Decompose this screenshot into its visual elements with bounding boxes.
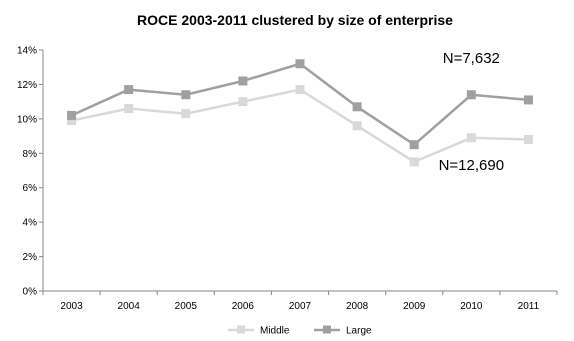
data-point-large bbox=[523, 95, 533, 105]
legend: Middle Large bbox=[228, 325, 372, 337]
y-tick-label: 10% bbox=[17, 114, 37, 125]
annotation-label: N=7,632 bbox=[443, 50, 500, 67]
legend-marker bbox=[323, 325, 331, 334]
annotation-layer: N=7,632 N=12,690 bbox=[439, 50, 504, 174]
x-tick-label: 2004 bbox=[118, 301, 141, 312]
data-point-middle bbox=[523, 135, 533, 145]
annotation-label: N=12,690 bbox=[439, 157, 504, 174]
y-tick-label: 4% bbox=[23, 218, 38, 229]
data-point-middle bbox=[238, 97, 248, 107]
x-tick-label: 2008 bbox=[346, 301, 369, 312]
x-tick-label: 2011 bbox=[518, 301, 540, 312]
data-point-large bbox=[124, 85, 134, 95]
legend-item-large: Large bbox=[314, 325, 372, 337]
data-point-large bbox=[352, 102, 362, 112]
x-tick-label: 2009 bbox=[403, 301, 426, 312]
y-tick-label: 6% bbox=[23, 183, 38, 194]
data-point-middle bbox=[295, 85, 305, 95]
x-tick-label: 2003 bbox=[60, 301, 83, 312]
data-point-large bbox=[181, 90, 191, 100]
data-point-middle bbox=[181, 109, 191, 119]
x-tick-label: 2007 bbox=[289, 301, 312, 312]
y-tick-label: 12% bbox=[17, 80, 37, 91]
series-large bbox=[67, 59, 533, 150]
data-point-middle bbox=[352, 121, 362, 131]
x-tick-label: 2006 bbox=[232, 301, 255, 312]
data-point-large bbox=[466, 90, 476, 100]
data-point-large bbox=[238, 76, 248, 86]
data-point-middle bbox=[67, 116, 77, 126]
y-tick-label: 2% bbox=[23, 252, 38, 263]
chart-title: ROCE 2003-2011 clustered by size of ente… bbox=[137, 12, 453, 28]
data-point-large bbox=[295, 59, 305, 69]
legend-label: Middle bbox=[260, 326, 290, 337]
legend-label: Large bbox=[346, 326, 372, 337]
series-layer bbox=[67, 59, 533, 167]
series-middle bbox=[67, 85, 533, 167]
y-tick-label: 8% bbox=[23, 149, 38, 160]
data-point-large bbox=[409, 140, 419, 150]
y-tick-label: 14% bbox=[17, 46, 37, 57]
data-point-middle bbox=[466, 133, 476, 143]
data-point-middle bbox=[124, 104, 134, 114]
legend-marker bbox=[237, 325, 245, 334]
series-line-middle bbox=[71, 88, 529, 164]
legend-item-middle: Middle bbox=[228, 325, 290, 337]
series-line-large bbox=[71, 62, 529, 147]
data-point-large bbox=[67, 110, 77, 120]
y-tick-label: 0% bbox=[23, 287, 38, 298]
data-point-middle bbox=[409, 157, 419, 167]
axes: 0% 2% 4% 6% 8% 10% 12% 14% 2003 2004 2005 2006 2007 2… bbox=[17, 46, 558, 312]
x-tick-label: 2010 bbox=[460, 301, 483, 312]
x-tick-label: 2005 bbox=[175, 301, 198, 312]
